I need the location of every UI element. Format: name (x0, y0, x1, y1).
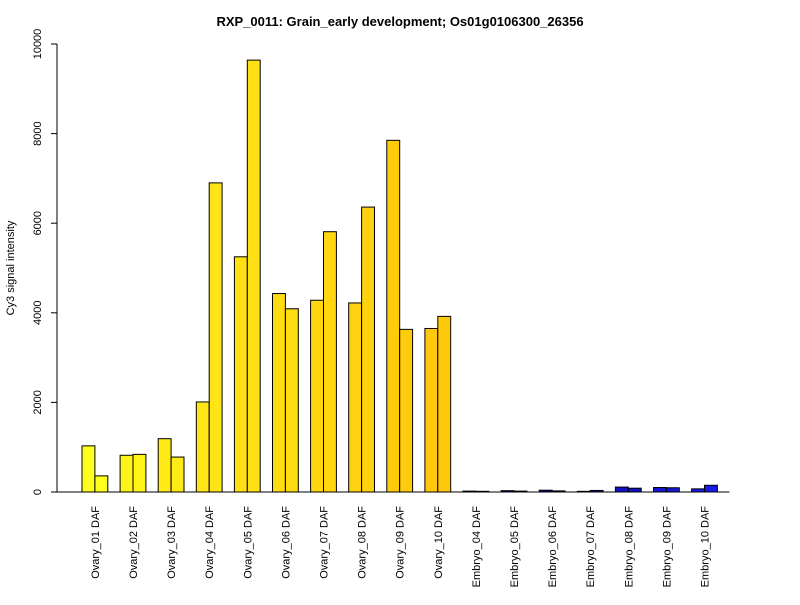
y-tick-label: 8000 (32, 121, 44, 145)
bar (614, 486, 629, 493)
x-tick-label: Embryo_07 DAF (585, 506, 597, 588)
x-tick-label: Ovary_08 DAF (357, 506, 369, 579)
bar (665, 487, 680, 493)
x-tick-label: Ovary_10 DAF (433, 506, 445, 579)
y-tick-label: 6000 (32, 211, 44, 235)
x-tick-label: Ovary_04 DAF (204, 506, 216, 579)
bar (348, 302, 363, 493)
x-tick-label: Ovary_01 DAF (90, 506, 102, 579)
x-tick-label: Embryo_10 DAF (700, 506, 712, 588)
chart-title: RXP_0011: Grain_early development; Os01g… (216, 14, 583, 29)
x-tick-label: Embryo_05 DAF (509, 506, 521, 588)
bar (361, 206, 376, 493)
x-tick-label: Ovary_07 DAF (319, 506, 331, 579)
bar (399, 328, 414, 493)
bar (627, 487, 642, 493)
y-tick-label: 4000 (32, 301, 44, 325)
x-tick-label: Ovary_09 DAF (395, 506, 407, 579)
x-axis-labels: Ovary_01 DAF Ovary_02 DAF Ovary_03 DAF Ovar… (90, 506, 712, 588)
bar (208, 182, 223, 493)
y-tick-label: 10000 (32, 29, 44, 60)
bars-group (81, 59, 718, 493)
x-tick-label: Embryo_08 DAF (623, 506, 635, 588)
bar (272, 293, 286, 493)
y-tick-label: 0 (32, 489, 44, 495)
bar (170, 456, 185, 493)
bar (195, 401, 210, 493)
y-tick-label: 2000 (32, 390, 44, 414)
x-tick-label: Ovary_03 DAF (166, 506, 178, 579)
y-axis: 0 2000 4000 6000 8000 10000 (32, 29, 58, 495)
x-tick-label: Ovary_02 DAF (128, 506, 140, 579)
bar (424, 327, 439, 493)
bar (233, 256, 248, 493)
bar (284, 308, 299, 493)
bar (246, 59, 261, 493)
bar (386, 139, 401, 493)
bar (323, 231, 337, 493)
bar (310, 299, 325, 493)
bar (157, 438, 172, 493)
x-tick-label: Embryo_09 DAF (661, 506, 673, 588)
bar (81, 445, 96, 493)
bar (437, 315, 452, 493)
x-tick-label: Ovary_05 DAF (242, 506, 254, 579)
x-tick-label: Embryo_06 DAF (547, 506, 559, 588)
x-tick-label: Ovary_06 DAF (280, 506, 292, 579)
bar (704, 484, 718, 493)
bar (132, 453, 147, 493)
x-tick-label: Embryo_04 DAF (471, 506, 483, 588)
bar (653, 487, 667, 493)
bar (119, 454, 134, 493)
bar (94, 475, 109, 493)
y-axis-label: Cy3 signal intensity (5, 220, 17, 315)
